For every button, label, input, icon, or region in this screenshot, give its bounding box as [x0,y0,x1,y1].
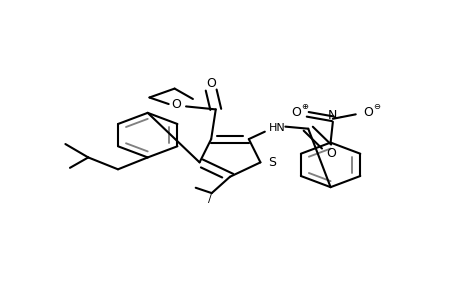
Text: ⊕: ⊕ [300,102,308,111]
Text: O: O [325,147,336,160]
Text: -: - [339,110,343,123]
Text: O: O [206,77,216,90]
Text: ⊖: ⊖ [372,102,379,111]
Text: /: / [207,194,211,204]
Text: O: O [291,106,301,119]
Text: S: S [267,156,275,169]
Text: N: N [327,109,337,122]
Text: O: O [363,106,373,119]
Text: HN: HN [269,123,285,133]
Text: O: O [171,98,180,111]
